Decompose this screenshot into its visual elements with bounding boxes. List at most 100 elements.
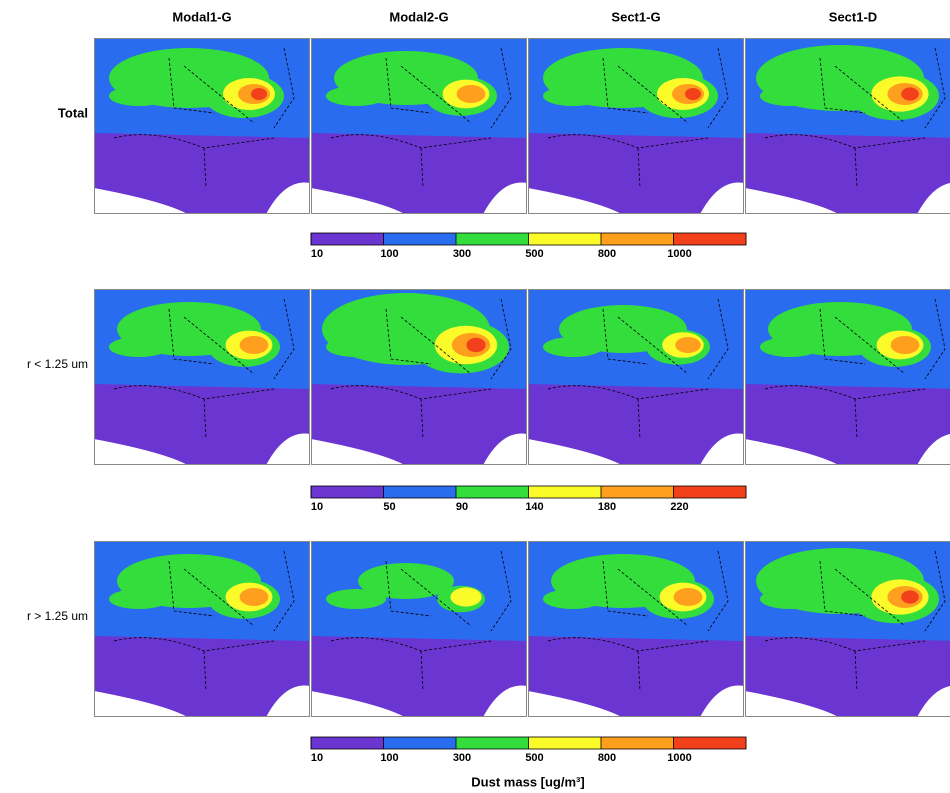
map-frame (745, 289, 950, 465)
map-contour (239, 588, 269, 606)
row-label: r > 1.25 um (27, 609, 88, 623)
map-panel (311, 38, 527, 214)
map-contour (901, 590, 919, 604)
colorbar-tick-label: 50 (383, 501, 395, 513)
colorbar-segment (383, 233, 457, 245)
colorbar-segment (673, 737, 747, 749)
map-contour (685, 88, 701, 100)
map-ocean (94, 685, 310, 717)
map-contour (901, 87, 919, 101)
map-low-region (94, 384, 310, 465)
map-ocean (311, 433, 527, 465)
map-panel (745, 38, 950, 214)
map-ocean (528, 433, 744, 465)
map-contour (456, 85, 486, 103)
map-contour (466, 337, 486, 353)
map-contour (543, 337, 603, 357)
colorbar-segment (311, 486, 384, 498)
map-border (113, 550, 295, 692)
map-panel (94, 289, 310, 465)
map-frame (94, 541, 310, 717)
colorbar-segment (601, 486, 674, 498)
map-contour (543, 589, 603, 609)
map-ocean (528, 182, 744, 214)
map-frame (745, 38, 950, 214)
map-low-region (528, 384, 744, 465)
map-border (764, 550, 946, 692)
colorbar-segment (456, 737, 529, 749)
colorbar-tick-label: 10 (311, 752, 323, 764)
column-title: Sect1-D (829, 9, 877, 24)
map-frame (745, 541, 950, 717)
map-border (113, 47, 295, 189)
colorbar-tick-label: 800 (598, 248, 616, 260)
colorbar-tick-label: 90 (456, 501, 468, 513)
map-panel (94, 38, 310, 214)
map-ocean (745, 433, 950, 465)
map-frame (528, 289, 744, 465)
colorbar-label: Dust mass [ug/m³] (471, 774, 584, 789)
colorbar-tick-label: 140 (525, 501, 543, 513)
colorbar-tick-label: 300 (453, 248, 471, 260)
map-border (764, 298, 946, 440)
map-panel (745, 541, 950, 717)
map-low-region (311, 636, 527, 717)
colorbar-segment (383, 737, 457, 749)
map-ocean (528, 685, 744, 717)
map-frame (94, 289, 310, 465)
colorbar-segment (673, 233, 747, 245)
map-contour (251, 88, 267, 100)
map-low-region (528, 133, 744, 214)
map-panel (311, 541, 527, 717)
map-low-region (94, 133, 310, 214)
column-title: Modal2-G (389, 9, 448, 24)
map-low-region (94, 636, 310, 717)
map-ocean (745, 685, 950, 717)
map-frame (311, 289, 527, 465)
colorbar-segment (311, 233, 384, 245)
map-contour (239, 336, 269, 354)
colorbar-segment (528, 486, 602, 498)
map-contour (675, 337, 701, 353)
map-ocean (745, 182, 950, 214)
map-ocean (311, 182, 527, 214)
colorbar-tick-label: 500 (525, 752, 543, 764)
column-title: Sect1-G (611, 9, 660, 24)
colorbar-segment (311, 737, 384, 749)
colorbar-segment (601, 233, 674, 245)
colorbar-segment (673, 486, 747, 498)
map-border (113, 298, 295, 440)
map-frame (528, 541, 744, 717)
map-ocean (94, 433, 310, 465)
map-low-region (528, 636, 744, 717)
map-contour (890, 336, 920, 354)
colorbar-segment (456, 486, 529, 498)
map-low-region (745, 384, 950, 465)
colorbar-segment (383, 486, 457, 498)
colorbar-tick-label: 500 (525, 248, 543, 260)
map-panel (745, 289, 950, 465)
map-frame (528, 38, 744, 214)
colorbar-segment (528, 737, 602, 749)
map-contour (760, 589, 820, 609)
map-contour (109, 589, 169, 609)
map-contour (358, 563, 454, 599)
map-frame (311, 38, 527, 214)
map-frame (311, 541, 527, 717)
map-contour (109, 86, 169, 106)
map-frame (94, 38, 310, 214)
map-border (547, 47, 729, 189)
map-low-region (745, 636, 950, 717)
row-label: r < 1.25 um (27, 357, 88, 371)
colorbar-tick-label: 10 (311, 501, 323, 513)
colorbar-segment (601, 737, 674, 749)
map-panel (528, 541, 744, 717)
colorbar-tick-label: 300 (453, 752, 471, 764)
colorbar-tick-label: 800 (598, 752, 616, 764)
colorbar-tick-label: 180 (598, 501, 616, 513)
map-border (330, 298, 512, 440)
colorbar-tick-label: 10 (311, 248, 323, 260)
column-title: Modal1-G (172, 9, 231, 24)
colorbar-segment (528, 233, 602, 245)
